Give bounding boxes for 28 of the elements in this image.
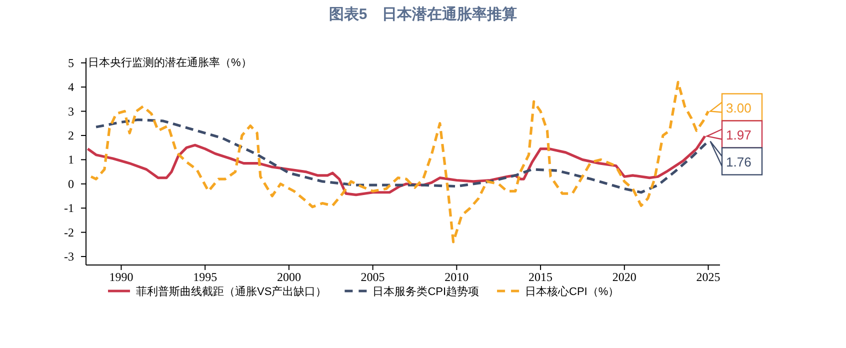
x-tick-label: 2000 — [276, 270, 301, 284]
y-tick-label: 4 — [68, 80, 74, 94]
data-label: 1.76 — [726, 154, 752, 170]
y-tick-label: 3 — [68, 104, 74, 118]
x-tick-label: 2005 — [360, 270, 385, 284]
legend-label: 日本核心CPI（%） — [525, 285, 620, 298]
x-tick-label: 1995 — [193, 270, 218, 284]
x-tick-label: 2025 — [696, 270, 720, 284]
legend-label: 日本服务类CPI趋势项 — [372, 285, 480, 298]
data-label: 1.76 — [710, 140, 763, 176]
data-label: 3.00 — [708, 93, 763, 122]
y-tick-label: 2 — [68, 128, 74, 142]
y-tick-label: -2 — [64, 225, 74, 240]
y-tick-label: -1 — [64, 201, 74, 216]
y-tick-label: 5 — [68, 56, 74, 70]
y-tick-label: 1 — [68, 152, 74, 167]
x-tick-label: 2015 — [528, 270, 553, 284]
y-axis-title: 日本央行监测的潜在通胀率（%） — [88, 56, 252, 69]
x-tick-label: 1990 — [109, 270, 134, 284]
data-label: 3.00 — [726, 100, 752, 116]
x-tick-label: 2020 — [612, 270, 636, 284]
data-label: 1.97 — [726, 127, 752, 142]
y-tick-label: 0 — [68, 176, 74, 191]
y-tick-label: -3 — [64, 250, 74, 264]
x-tick-label: 2010 — [444, 270, 469, 284]
legend-label: 菲利普斯曲线截距（通胀VS产出缺口） — [136, 285, 327, 298]
chart-title: 图表5 日本潜在通胀率推算 — [328, 5, 518, 23]
data-label: 1.97 — [704, 120, 763, 148]
